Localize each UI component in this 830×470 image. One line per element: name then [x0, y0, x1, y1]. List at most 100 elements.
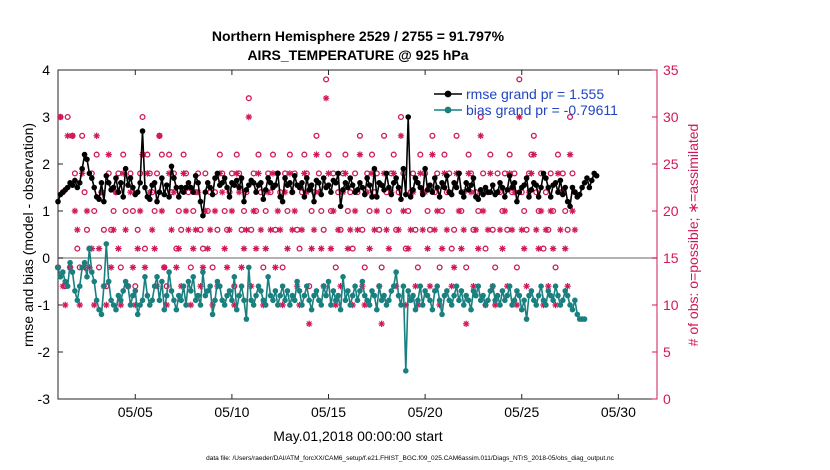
bias-point — [86, 245, 93, 252]
bias-point — [320, 283, 327, 290]
obs-possible-point — [262, 207, 269, 215]
obs-assimilated-point — [484, 226, 492, 233]
bias-point — [149, 297, 155, 304]
obs-assimilated-point — [443, 226, 451, 233]
rmse-point — [151, 180, 158, 186]
bias-point — [407, 297, 414, 304]
obs-assimilated-point — [337, 283, 344, 290]
obs-possible-point — [513, 264, 520, 271]
rmse-point — [241, 198, 247, 205]
bias-point — [381, 292, 387, 299]
obs-possible-point — [221, 207, 228, 215]
obs-assimilated-point — [361, 301, 368, 309]
bias-point — [74, 297, 81, 304]
left-tick-label: -3 — [38, 391, 51, 407]
obs-assimilated-point — [351, 207, 359, 215]
obs-possible-point — [429, 132, 436, 139]
bias-point — [494, 292, 501, 299]
rmse-point — [441, 184, 448, 191]
obs-assimilated-point — [465, 170, 472, 177]
rmse-point — [161, 191, 168, 198]
obs-assimilated-point — [197, 283, 204, 290]
obs-possible-point — [465, 151, 472, 158]
obs-assimilated-point — [291, 207, 298, 215]
obs-assimilated-point — [397, 132, 405, 139]
obs-assimilated-point — [132, 301, 139, 309]
obs-possible-point — [269, 151, 277, 158]
obs-assimilated-point — [315, 189, 323, 196]
rmse-point — [581, 180, 588, 186]
obs-assimilated-point — [344, 245, 352, 252]
obs-possible-point — [202, 170, 209, 177]
bias-point — [352, 283, 358, 290]
obs-assimilated-point — [305, 320, 313, 327]
rmse-point — [357, 180, 363, 186]
rmse-point — [388, 191, 395, 198]
obs-assimilated-point — [373, 207, 381, 215]
obs-possible-point — [320, 226, 327, 233]
legend-rmse-marker — [444, 90, 452, 98]
footer-data-file: data file: /Users/raeder/DAI/ATM_forcXX/… — [206, 455, 615, 462]
obs-assimilated-point — [322, 95, 330, 102]
obs-assimilated-point — [134, 245, 141, 252]
bias-point — [294, 278, 300, 285]
obs-assimilated-point — [190, 245, 197, 252]
obs-assimilated-point — [156, 132, 163, 139]
rmse-point — [497, 180, 503, 186]
bias-point — [504, 292, 511, 299]
obs-assimilated-point — [354, 226, 361, 233]
bias-point — [526, 292, 532, 299]
obs-assimilated-point — [127, 189, 134, 196]
rmse-point — [267, 180, 274, 186]
obs-possible-point — [344, 207, 351, 215]
bias-point — [146, 302, 153, 308]
right-tick-label: 10 — [663, 297, 679, 313]
bias-point — [518, 306, 525, 313]
obs-assimilated-point — [238, 264, 245, 271]
obs-possible-point — [100, 226, 107, 233]
bias-point — [403, 368, 409, 374]
legend-bias-label: bias grand pr = -0.79611 — [466, 102, 618, 118]
rmse-point — [142, 184, 148, 191]
obs-assimilated-point — [557, 226, 564, 233]
bias-point — [460, 302, 467, 308]
bias-point — [270, 297, 276, 304]
rmse-point — [175, 194, 182, 200]
bias-point — [335, 292, 341, 299]
obs-assimilated-point — [277, 226, 284, 233]
x-tick-label: 05/05 — [118, 404, 153, 420]
bias-point — [258, 288, 264, 294]
obs-assimilated-point — [431, 226, 438, 233]
rmse-point — [328, 189, 334, 195]
rmse-point — [105, 180, 112, 186]
rmse-point — [168, 163, 175, 170]
rmse-point — [374, 194, 380, 200]
obs-possible-point — [209, 264, 216, 271]
rmse-point — [188, 184, 194, 191]
obs-assimilated-point — [518, 226, 525, 233]
obs-possible-point — [141, 245, 149, 252]
bias-point — [378, 297, 385, 304]
obs-assimilated-point — [450, 264, 458, 271]
rmse-point — [325, 182, 332, 188]
rmse-point — [115, 189, 122, 195]
bias-point — [192, 297, 199, 304]
obs-possible-point — [110, 207, 117, 215]
obs-assimilated-point — [390, 170, 397, 177]
bias-point — [538, 283, 544, 290]
bias-point — [159, 278, 165, 285]
rmse-point — [434, 184, 441, 191]
obs-assimilated-point — [71, 207, 79, 215]
bias-point — [497, 302, 503, 308]
obs-possible-point — [91, 207, 98, 215]
obs-possible-point — [245, 95, 252, 102]
bias-point — [260, 297, 267, 304]
rmse-point — [137, 180, 143, 186]
bias-point — [212, 297, 218, 304]
bias-point — [69, 269, 76, 275]
obs-possible-point — [434, 170, 441, 177]
rmse-point — [477, 187, 484, 193]
y-axis-label-left: rmse and bias (model - observation) — [20, 123, 36, 347]
bias-point — [441, 292, 448, 299]
obs-assimilated-point — [438, 245, 446, 252]
